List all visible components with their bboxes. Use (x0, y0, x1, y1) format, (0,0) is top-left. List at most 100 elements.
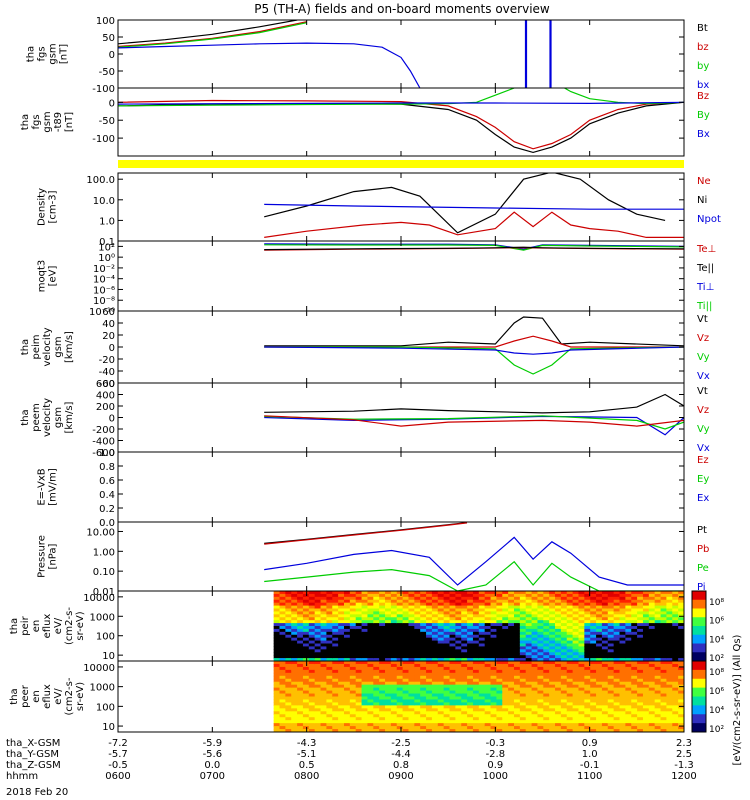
heatmap-cell (484, 599, 492, 604)
heatmap-cell (648, 702, 656, 706)
heatmap-cell (478, 711, 486, 715)
heatmap-cell (379, 605, 386, 610)
heatmap-cell (560, 602, 568, 607)
heatmap-cell (302, 723, 310, 727)
heatmap-cell (431, 726, 439, 730)
heatmap-cell (543, 669, 550, 674)
heatmap-cell (590, 702, 597, 706)
heatmap-cell (631, 637, 638, 642)
heatmap-cell (338, 684, 345, 689)
heatmap-cell (285, 669, 292, 674)
heatmap-cell (431, 637, 439, 642)
heatmap-cell (537, 596, 544, 601)
heatmap-cell (572, 605, 580, 610)
heatmap-cell (443, 591, 451, 595)
heatmap-cell (437, 596, 445, 601)
heatmap-cell (390, 628, 398, 633)
heatmap-cell (408, 620, 415, 624)
heatmap-cell (308, 666, 316, 671)
heatmap-cell (431, 711, 439, 715)
y-tick-label: -100 (92, 84, 115, 95)
heatmap-cell (560, 690, 568, 695)
heatmap-cell (502, 693, 509, 698)
heatmap-cell (373, 666, 380, 671)
y-axis-label-line: tha (20, 409, 31, 425)
heatmap-cell (355, 690, 363, 695)
heatmap-cell (414, 720, 421, 724)
heatmap-cell (566, 605, 574, 610)
heatmap-cell (472, 596, 480, 601)
heatmap-cell (338, 714, 345, 718)
heatmap-cell (467, 628, 474, 633)
heatmap-cell (461, 646, 468, 650)
heatmap-cell (607, 634, 615, 639)
heatmap-cell (560, 666, 568, 671)
heatmap-cell (484, 593, 492, 598)
heatmap-cell (414, 726, 421, 730)
heatmap-cell (502, 661, 509, 665)
heatmap-cell (555, 672, 562, 677)
heatmap-cell (402, 684, 410, 689)
heatmap-cell (279, 620, 286, 624)
heatmap-cell (496, 640, 503, 645)
heatmap-cell (314, 708, 322, 712)
heatmap-cell (607, 631, 615, 636)
heatmap-cell (326, 611, 333, 615)
heatmap-cell (572, 602, 580, 607)
heatmap-cell (467, 684, 474, 689)
heatmap-cell (531, 599, 539, 604)
heatmap-cell (355, 617, 363, 621)
heatmap-cell (625, 708, 632, 712)
heatmap-cell (590, 672, 597, 677)
heatmap-cell (461, 658, 468, 661)
heatmap-cell (490, 614, 498, 618)
heatmap-cell (355, 666, 363, 671)
heatmap-cell (531, 602, 539, 607)
y-axis-label-line: Density (37, 188, 48, 226)
heatmap-cell (648, 617, 656, 621)
heatmap-cell (443, 637, 451, 642)
heatmap-cell (531, 649, 539, 653)
heatmap-cell (420, 646, 427, 650)
heatmap-cell (631, 714, 638, 718)
heatmap-cell (513, 628, 521, 633)
heatmap-cell (672, 620, 679, 624)
heatmap-cell (402, 675, 410, 680)
heatmap-cell (367, 729, 374, 732)
heatmap-cell (566, 602, 574, 607)
heatmap-cell (637, 643, 644, 648)
heatmap-cell (572, 661, 580, 665)
heatmap-cell (426, 699, 433, 704)
heatmap-cell (513, 640, 521, 645)
heatmap-cell (584, 678, 591, 683)
heatmap-cell (326, 690, 333, 695)
heatmap-cell (402, 658, 410, 661)
heatmap-cell (531, 696, 539, 701)
heatmap-cell (408, 696, 415, 701)
heatmap-cell (484, 605, 492, 610)
heatmap-cell (308, 711, 316, 715)
heatmap-cell (519, 702, 527, 706)
heatmap-cell (519, 623, 527, 627)
heatmap-cell (531, 678, 539, 683)
heatmap-cell (285, 681, 292, 686)
heatmap-cell (625, 658, 632, 661)
heatmap-cell (390, 678, 398, 683)
heatmap-cell (648, 655, 656, 659)
heatmap-cell (308, 628, 316, 633)
heatmap-cell (508, 658, 515, 661)
heatmap-cell (385, 729, 392, 732)
y-axis-label: Pressure [nPa] (37, 535, 59, 578)
heatmap-cell (601, 726, 609, 730)
heatmap-cell (279, 684, 286, 689)
heatmap-cell (519, 711, 527, 715)
heatmap-cell (308, 658, 316, 661)
heatmap-cell (273, 596, 281, 601)
heatmap-cell (672, 684, 679, 689)
heatmap-cell (308, 611, 316, 615)
heatmap-cell (596, 729, 603, 732)
heatmap-cell (666, 687, 673, 692)
legend-vt: Vt (697, 386, 708, 397)
heatmap-cell (414, 637, 421, 642)
heatmap-cell (660, 729, 668, 732)
